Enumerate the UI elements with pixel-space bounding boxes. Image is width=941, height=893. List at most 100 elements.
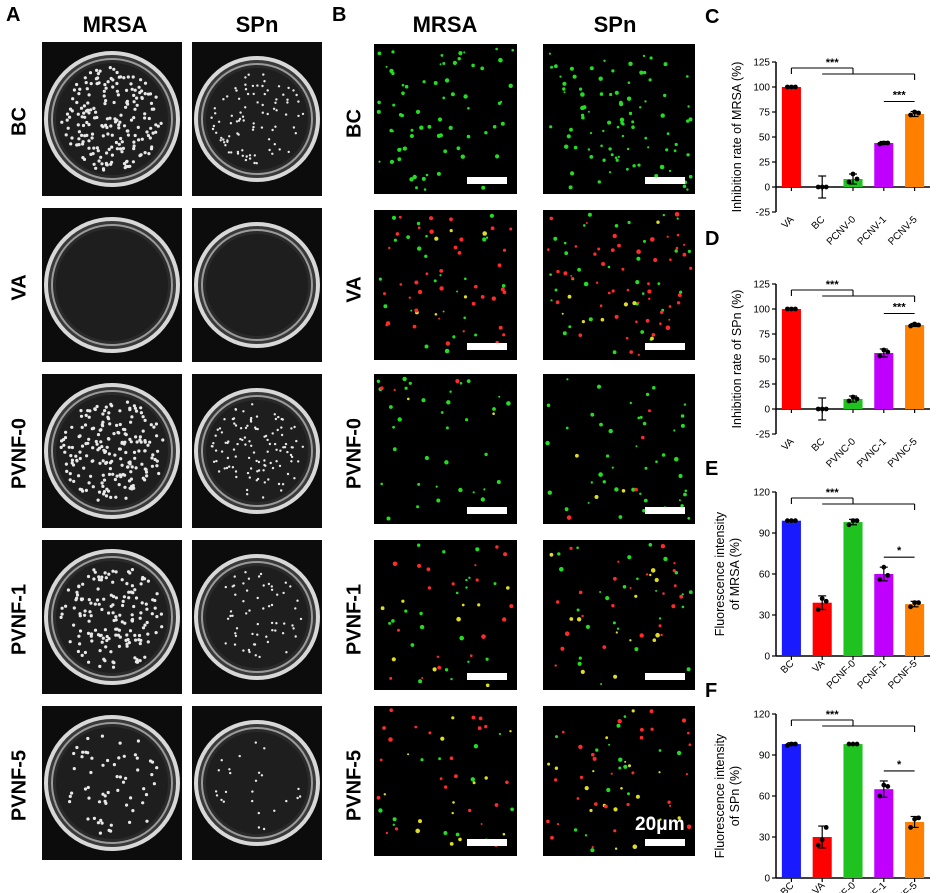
data-point — [912, 109, 917, 115]
y-tick-label: 60 — [759, 792, 771, 803]
x-tick-label: PVNC-5 — [886, 436, 920, 470]
x-tick-label: PCNF-0 — [825, 880, 859, 893]
data-point — [850, 171, 856, 177]
data-point — [885, 572, 891, 578]
scale-bar — [645, 839, 685, 846]
panel-a-row-label: PVNF-0 — [8, 417, 31, 490]
data-point — [793, 741, 798, 747]
data-point — [850, 741, 856, 747]
scale-bar — [645, 507, 685, 514]
data-point — [846, 398, 852, 404]
significance-label: *** — [826, 57, 840, 69]
x-tick-label: BC — [779, 658, 797, 676]
x-tick-label: BC — [810, 214, 828, 232]
panel-b-row-label: BC — [343, 109, 366, 138]
data-point — [819, 184, 825, 190]
culture-dish-image — [192, 208, 322, 362]
data-point — [789, 741, 794, 747]
data-point — [881, 564, 887, 570]
y-tick-label: 125 — [753, 280, 770, 291]
data-point — [885, 784, 891, 789]
data-point — [785, 84, 790, 90]
data-point — [877, 577, 883, 582]
panel-a-row-label: PVNF-5 — [8, 749, 31, 822]
x-tick-label: BC — [779, 880, 797, 893]
data-point — [912, 600, 917, 606]
bar — [781, 744, 801, 878]
data-point — [854, 518, 860, 524]
bar — [905, 821, 925, 878]
bar — [843, 399, 863, 409]
x-tick-label: VA — [811, 658, 828, 675]
y-tick-label: 60 — [759, 570, 771, 581]
fluorescence-image — [374, 374, 517, 524]
y-tick-label: 75 — [759, 108, 771, 119]
culture-dish-image — [192, 374, 322, 528]
panel-b-row-label: PVNF-0 — [343, 417, 366, 490]
data-point — [916, 815, 921, 821]
y-tick-label: 120 — [753, 488, 770, 499]
y-tick-label: 30 — [759, 833, 771, 844]
panel-a-column-spn: SPn — [235, 12, 279, 37]
data-point — [881, 347, 887, 353]
scale-bar — [467, 177, 507, 184]
data-point — [819, 596, 825, 601]
data-point — [885, 349, 891, 355]
scale-bar-label: 20μm — [635, 814, 685, 835]
y-tick-label: 50 — [759, 355, 771, 366]
x-tick-label: VA — [780, 214, 797, 231]
data-point — [912, 321, 917, 327]
fluorescence-image — [543, 44, 695, 194]
y-axis-label: of MRSA (%) — [728, 538, 742, 610]
bar — [905, 604, 925, 656]
y-tick-label: 100 — [753, 305, 770, 316]
y-tick-label: 90 — [759, 529, 771, 540]
data-point — [785, 743, 790, 748]
data-point — [785, 518, 790, 524]
data-point — [850, 518, 856, 524]
data-point — [908, 112, 913, 118]
y-axis-label: Fluorescence intensity — [713, 511, 727, 636]
panel-b-column-spn: SPn — [593, 12, 637, 37]
bar — [812, 602, 832, 656]
x-tick-label: PCNF-5 — [886, 880, 920, 893]
bar — [812, 837, 832, 878]
y-tick-label: 30 — [759, 611, 771, 622]
panel-a-row-label: VA — [8, 274, 31, 301]
culture-dish-image — [42, 706, 182, 860]
data-point — [789, 84, 794, 90]
y-tick-label: 0 — [764, 874, 770, 885]
y-axis-label: Inhibition rate of SPn (%) — [730, 290, 744, 429]
x-tick-label: PVNC-1 — [855, 436, 889, 470]
x-tick-label: PVNC-0 — [824, 436, 858, 470]
scale-bar — [467, 673, 507, 680]
x-tick-label: BC — [810, 436, 828, 454]
significance-label: *** — [826, 709, 840, 721]
y-tick-label: 120 — [753, 710, 770, 721]
significance-label: *** — [893, 90, 907, 102]
culture-dish-image — [42, 42, 182, 196]
data-point — [912, 816, 917, 822]
y-tick-label: 90 — [759, 751, 771, 762]
bar — [781, 87, 801, 187]
data-point — [881, 140, 887, 146]
panel-letter-c: C — [705, 6, 720, 28]
data-point — [793, 84, 798, 90]
y-axis-label: Fluorescence intensity — [713, 733, 727, 858]
data-point — [881, 782, 887, 788]
data-point — [789, 518, 794, 524]
data-point — [854, 176, 860, 182]
data-point — [823, 598, 829, 604]
bar — [781, 309, 801, 409]
fluorescence-image: 20μm — [543, 706, 695, 856]
x-tick-label: PCNV-0 — [825, 214, 859, 248]
significance-label: *** — [826, 279, 840, 291]
data-point — [916, 110, 921, 116]
y-tick-label: 50 — [759, 133, 771, 144]
data-point — [908, 604, 913, 610]
bar — [812, 187, 832, 188]
bar — [874, 574, 894, 656]
culture-dish-image — [42, 208, 182, 362]
significance-label: *** — [826, 487, 840, 499]
data-point — [877, 353, 883, 359]
